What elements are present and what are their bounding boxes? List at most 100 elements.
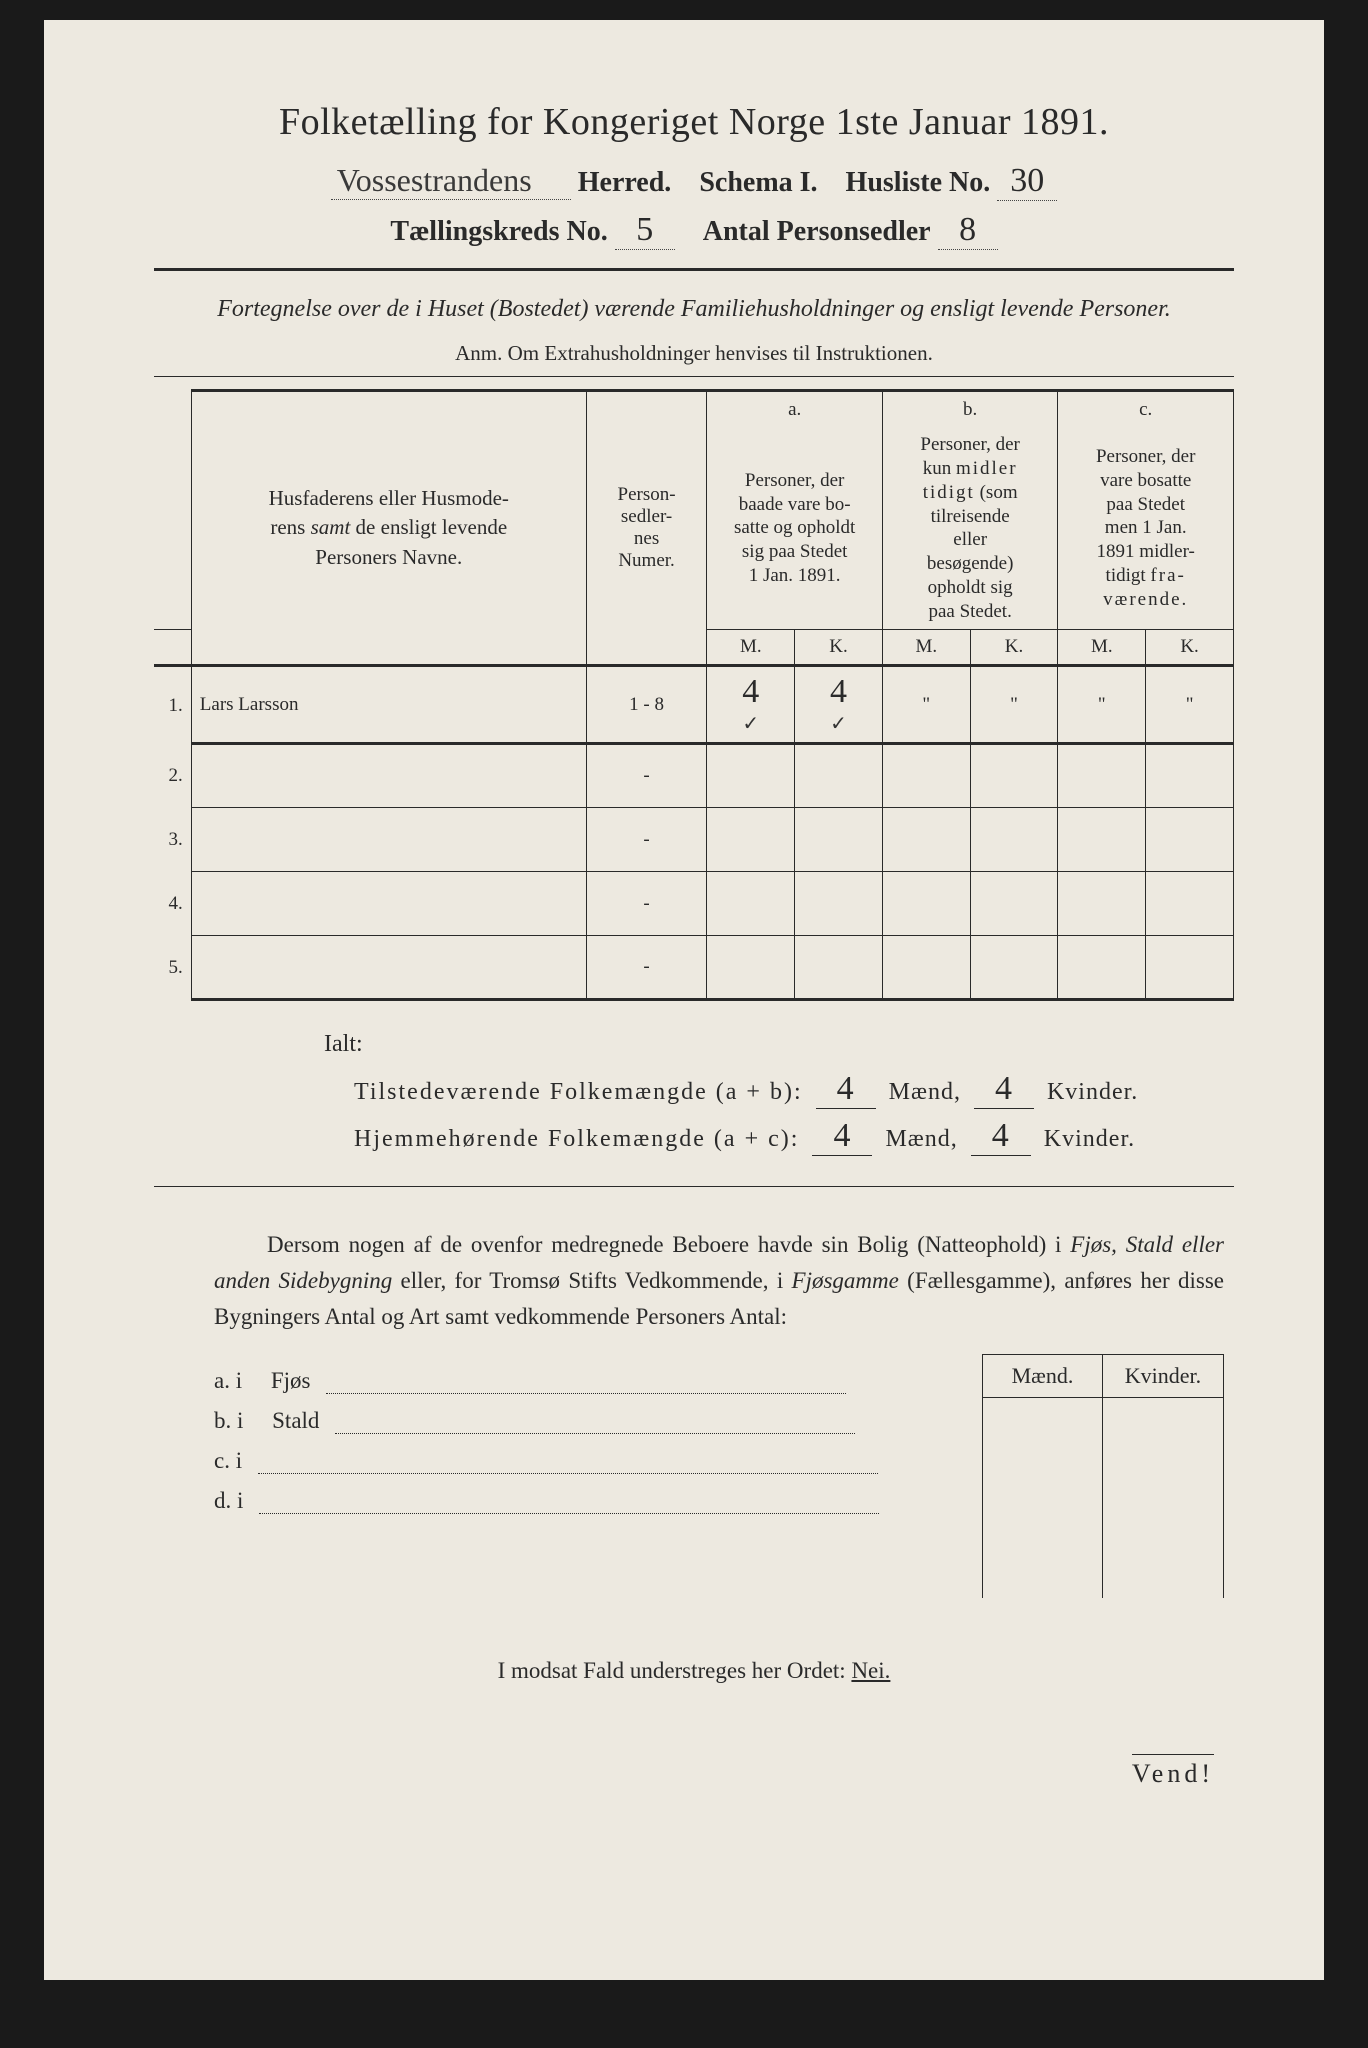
row-name	[191, 808, 586, 872]
cell-b-m	[882, 808, 970, 872]
col-b-m: M.	[882, 630, 970, 666]
row-numer: 1 - 8	[586, 666, 707, 744]
kreds-line: Tællingskreds No. 5 Antal Personsedler 8	[154, 211, 1234, 250]
group-a-text: Personer, derbaade vare bo-satte og opho…	[707, 427, 883, 630]
cell-c-m	[1058, 808, 1146, 872]
building-row: a. i Fjøs	[214, 1368, 982, 1394]
rule-2	[154, 376, 1234, 377]
personsedler-label: Antal Personsedler	[703, 216, 931, 247]
cell-b-m	[882, 872, 970, 936]
nei-line: I modsat Fald understreges her Ordet: Ne…	[154, 1658, 1234, 1684]
schema-label: Schema I.	[699, 167, 817, 198]
cell-a-m	[707, 744, 795, 808]
page-title: Folketælling for Kongeriget Norge 1ste J…	[154, 100, 1234, 144]
col-c-k: K.	[1146, 630, 1234, 666]
cell-b-k	[970, 808, 1058, 872]
building-row: c. i	[214, 1448, 982, 1474]
cell-c-k	[1146, 872, 1234, 936]
col-name-header: Husfaderens eller Husmode-rens samt de e…	[191, 390, 586, 666]
herred-handwritten: Vossestrandens	[331, 162, 571, 200]
col-c-m: M.	[1058, 630, 1146, 666]
row-num: 4.	[154, 872, 191, 936]
building-row: b. i Stald	[214, 1408, 982, 1434]
row-num: 5.	[154, 936, 191, 1000]
kreds-label: Tællingskreds No.	[390, 216, 607, 247]
cell-c-k	[1146, 936, 1234, 1000]
herred-label: Herred.	[578, 167, 672, 198]
cell-b-m	[882, 744, 970, 808]
anm-text: Anm. Om Extrahusholdninger henvises til …	[154, 341, 1234, 366]
cell-c-m: "	[1058, 666, 1146, 744]
cell-a-k	[795, 872, 883, 936]
census-form-page: Folketælling for Kongeriget Norge 1ste J…	[44, 20, 1324, 1980]
mk-kvinder-col	[1103, 1398, 1223, 1598]
building-list: a. i Fjøs b. i Stald c. i d. i	[214, 1354, 982, 1598]
mk-maend-col	[983, 1398, 1103, 1598]
l2-kvinder: 4	[971, 1117, 1031, 1156]
cell-a-m	[707, 872, 795, 936]
mk-table: Mænd. Kvinder.	[982, 1354, 1224, 1598]
herred-line: Vossestrandens Herred. Schema I. Huslist…	[154, 162, 1234, 201]
vend-footer: Vend!	[1132, 1754, 1214, 1789]
building-row: d. i	[214, 1488, 982, 1514]
cell-a-m	[707, 808, 795, 872]
rule-1	[154, 268, 1234, 271]
cell-c-m	[1058, 744, 1146, 808]
husliste-no: 30	[997, 162, 1057, 201]
row-num: 3.	[154, 808, 191, 872]
l1-kvinder: 4	[974, 1070, 1034, 1109]
kreds-no: 5	[615, 211, 675, 250]
group-a-label: a.	[707, 390, 883, 427]
husliste-label: Husliste No.	[846, 167, 991, 198]
cell-c-k	[1146, 744, 1234, 808]
col-b-k: K.	[970, 630, 1058, 666]
row-num: 1.	[154, 666, 191, 744]
row-num: 2.	[154, 744, 191, 808]
mk-kvinder-header: Kvinder.	[1103, 1355, 1223, 1397]
cell-b-k	[970, 744, 1058, 808]
row-numer: -	[586, 808, 707, 872]
cell-b-m: "	[882, 666, 970, 744]
cell-a-k: 4✓	[795, 666, 883, 744]
cell-a-k	[795, 936, 883, 1000]
cell-a-m: 4✓	[707, 666, 795, 744]
group-b-text: Personer, derkun midlertidigt (somtilrei…	[882, 427, 1058, 630]
cell-c-m	[1058, 872, 1146, 936]
l2-maend: 4	[812, 1117, 872, 1156]
row-name	[191, 872, 586, 936]
personsedler-no: 8	[938, 211, 998, 250]
census-table: Husfaderens eller Husmode-rens samt de e…	[154, 389, 1234, 1002]
col-numer-header: Person-sedler-nesNumer.	[586, 390, 707, 666]
row-name: Lars Larsson	[191, 666, 586, 744]
row-numer: -	[586, 744, 707, 808]
cell-c-k: "	[1146, 666, 1234, 744]
cell-c-k	[1146, 808, 1234, 872]
intro-text: Fortegnelse over de i Huset (Bostedet) v…	[184, 293, 1204, 327]
col-a-m: M.	[707, 630, 795, 666]
group-c-label: c.	[1058, 390, 1234, 427]
row-numer: -	[586, 872, 707, 936]
row-name	[191, 744, 586, 808]
totals-line-1: Tilstedeværende Folkemængde (a + b): 4 M…	[354, 1070, 1234, 1109]
mk-maend-header: Mænd.	[983, 1355, 1103, 1397]
cell-a-m	[707, 936, 795, 1000]
cell-a-k	[795, 744, 883, 808]
col-a-k: K.	[795, 630, 883, 666]
cell-c-m	[1058, 936, 1146, 1000]
cell-b-m	[882, 936, 970, 1000]
building-block: a. i Fjøs b. i Stald c. i d. i Mænd.	[214, 1354, 1224, 1598]
cell-b-k	[970, 936, 1058, 1000]
nei-word: Nei.	[851, 1658, 890, 1683]
cell-a-k	[795, 808, 883, 872]
cell-b-k	[970, 872, 1058, 936]
totals-block: Ialt: Tilstedeværende Folkemængde (a + b…	[354, 1031, 1234, 1156]
rule-3	[154, 1186, 1234, 1187]
paragraph: Dersom nogen af de ovenfor medregnede Be…	[214, 1227, 1224, 1334]
group-c-text: Personer, dervare bosattepaa Stedetmen 1…	[1058, 427, 1234, 630]
ialt-label: Ialt:	[324, 1031, 1234, 1058]
row-numer: -	[586, 936, 707, 1000]
group-b-label: b.	[882, 390, 1058, 427]
l1-maend: 4	[816, 1070, 876, 1109]
totals-line-2: Hjemmehørende Folkemængde (a + c): 4 Mæn…	[354, 1117, 1234, 1156]
row-name	[191, 936, 586, 1000]
